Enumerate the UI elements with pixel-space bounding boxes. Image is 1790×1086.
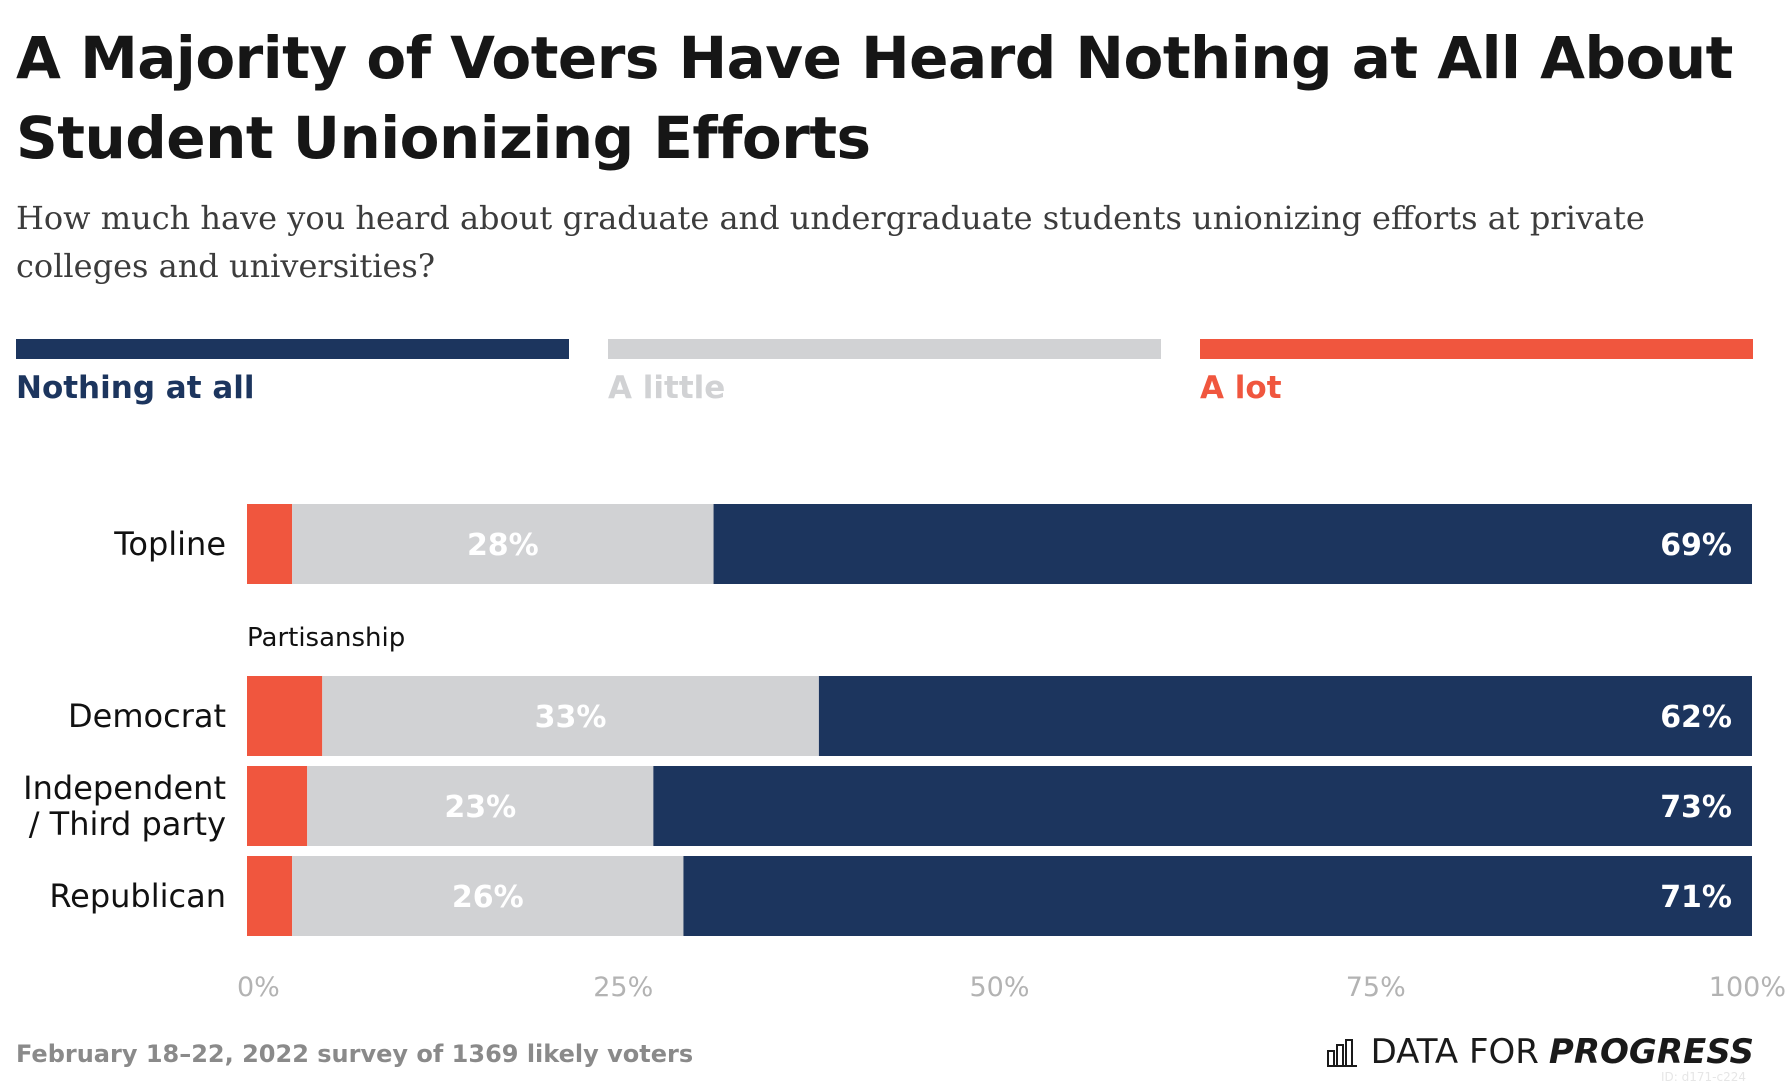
legend-label-a-lot: A lot: [1200, 370, 1282, 406]
legend-swatch-a-little: [608, 339, 1161, 359]
group-label-partisanship: Partisanship: [247, 623, 405, 653]
x-tick-label: 100%: [1709, 972, 1786, 1003]
x-tick-label: 25%: [593, 972, 653, 1003]
category-label-republican: Republican: [49, 877, 226, 915]
data-label-democrat-a-little: 33%: [535, 700, 607, 735]
x-tick-label: 50%: [969, 972, 1029, 1003]
data-label-republican-a-little: 26%: [452, 880, 524, 915]
chart-subtitle: How much have you heard about graduate a…: [16, 199, 1645, 285]
legend-label-nothing-at-all: Nothing at all: [16, 370, 255, 406]
stacked-bar-chart: 28% 69% Topline 33% 62% Democrat 23% 73% Indepen…: [23, 504, 1786, 1003]
brand-logo: DATA FOR PROGRESS: [1326, 1030, 1754, 1074]
data-label-topline-a-little: 28%: [467, 528, 539, 563]
bar-democrat-a-little: [322, 676, 819, 756]
brand-prefix: DATA FOR: [1370, 1032, 1539, 1072]
bar-topline-a-lot: [247, 504, 293, 584]
brand-id: ID: d171-c224: [1661, 1070, 1746, 1084]
bar-democrat-nothing-at-all: [818, 676, 1752, 756]
x-tick-label: 75%: [1346, 972, 1406, 1003]
bar-topline-a-little: [292, 504, 714, 584]
data-label-independent-third-party-nothing-at-all: 73%: [1660, 790, 1732, 825]
bar-independent-third-party-a-little: [307, 766, 654, 846]
data-label-republican-nothing-at-all: 71%: [1660, 880, 1732, 915]
footer-source: February 18–22, 2022 survey of 1369 like…: [16, 1040, 694, 1068]
legend-swatch-a-lot: [1200, 339, 1753, 359]
legend-item-a-lot: A lot: [1200, 339, 1753, 408]
data-label-topline-nothing-at-all: 69%: [1660, 528, 1732, 563]
data-label-democrat-nothing-at-all: 62%: [1660, 700, 1732, 735]
bar-chart-icon: [1326, 1039, 1357, 1067]
bar-democrat-a-lot: [247, 676, 323, 756]
legend-item-nothing-at-all: Nothing at all: [16, 339, 569, 408]
brand-bold: PROGRESS: [1548, 1032, 1754, 1072]
legend-item-a-little: A little: [608, 339, 1161, 408]
x-tick-label: 0%: [237, 972, 280, 1003]
bar-republican-a-little: [292, 856, 684, 936]
data-label-independent-third-party-a-little: 23%: [444, 790, 516, 825]
category-label-independent-third-party-line-2: / Third party: [29, 805, 226, 843]
legend-label-a-little: A little: [608, 370, 726, 406]
bar-independent-third-party-a-lot: [247, 766, 308, 846]
bar-topline-nothing-at-all: [713, 504, 1752, 584]
legend-swatch-nothing-at-all: [16, 339, 569, 359]
bar-independent-third-party-nothing-at-all: [653, 766, 1752, 846]
bar-republican-nothing-at-all: [683, 856, 1753, 936]
category-label-independent-third-party-line-1: Independent: [23, 769, 226, 807]
category-label-topline: Topline: [113, 525, 226, 563]
category-label-democrat: Democrat: [68, 697, 226, 735]
bar-republican-a-lot: [247, 856, 293, 936]
chart-title: A Majority of Voters Have Heard Nothing …: [16, 24, 1733, 172]
